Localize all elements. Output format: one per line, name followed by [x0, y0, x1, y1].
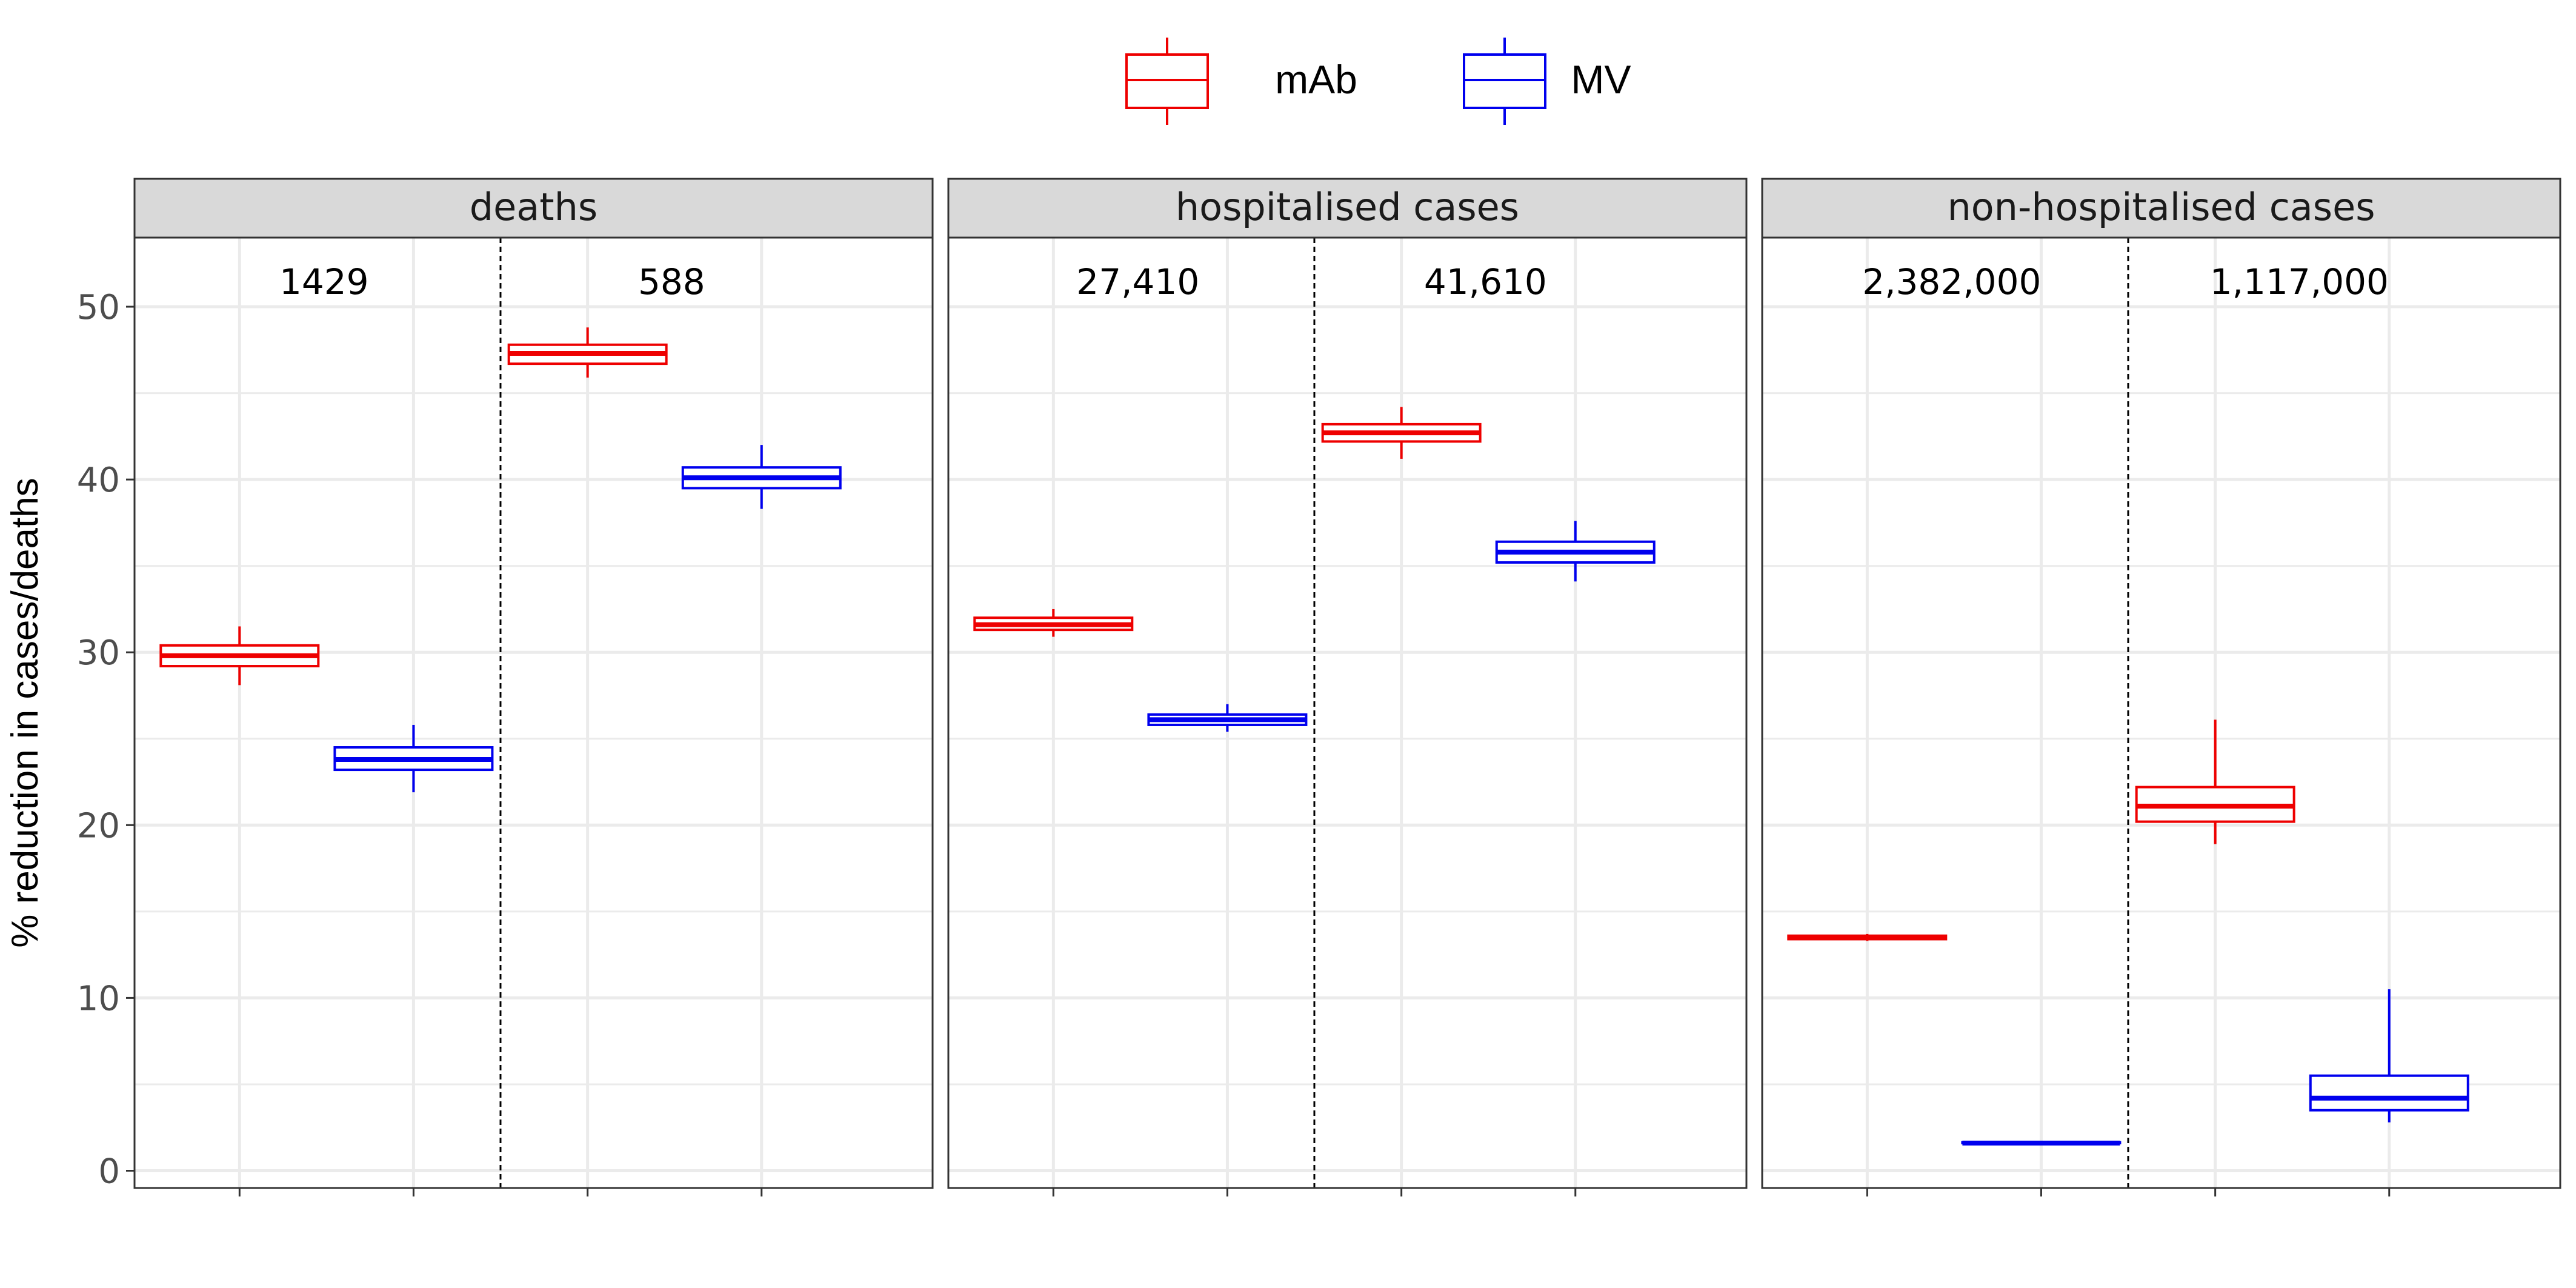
- panel-border: [947, 236, 1748, 1189]
- panel-strip: [1761, 178, 2561, 239]
- group-annotation: 588: [638, 261, 705, 302]
- panel-title: deaths: [470, 185, 597, 229]
- y-tick-label: 0: [98, 1152, 120, 1191]
- group-annotation: 1429: [279, 261, 369, 302]
- box-mab: [1321, 407, 1482, 459]
- panel-border: [133, 236, 934, 1189]
- panel-border: [1761, 236, 2561, 1189]
- box-body: [2309, 1074, 2469, 1112]
- y-tick-label: 30: [77, 633, 120, 673]
- box-mab: [159, 626, 320, 686]
- box-mv: [1495, 521, 1656, 582]
- group-annotation: 2,382,000: [1862, 261, 2041, 302]
- box-mab: [1787, 933, 1948, 941]
- box-mv: [681, 445, 842, 509]
- box-mv: [1147, 704, 1308, 732]
- group-annotation: 41,610: [1424, 261, 1547, 302]
- y-tick-label: 40: [77, 461, 120, 500]
- y-tick-label: 50: [77, 288, 120, 327]
- y-axis-label: % reduction in cases/deaths: [4, 478, 46, 947]
- legend-label: mAb: [1275, 57, 1357, 102]
- group-annotation: 1,117,000: [2210, 261, 2389, 302]
- box-mab: [2135, 719, 2295, 844]
- box-mab: [973, 609, 1134, 637]
- panel-title: hospitalised cases: [1176, 185, 1519, 229]
- box-mv: [1961, 1140, 2122, 1146]
- box-mv: [2309, 989, 2469, 1123]
- legend-item-mv: MV: [1463, 38, 1631, 125]
- legend-item-mab: mAb: [1125, 38, 1357, 125]
- panel-strip: [133, 178, 934, 239]
- panel-title: non-hospitalised cases: [1947, 185, 2375, 229]
- group-annotation: 27,410: [1076, 261, 1199, 302]
- panel-strip: [947, 178, 1748, 239]
- box-mv: [333, 724, 494, 793]
- box-mab: [507, 327, 668, 378]
- y-tick-label: 20: [77, 806, 120, 846]
- y-tick-label: 10: [77, 979, 120, 1018]
- legend-label: MV: [1571, 57, 1631, 102]
- panel-deaths: deaths 1429 588: [133, 178, 934, 1196]
- panel-hospitalised-cases: hospitalised cases 27,410 41,610: [947, 178, 1748, 1196]
- panel-non-hospitalised-cases: non-hospitalised cases 2,382,000 1,117,000: [1761, 178, 2561, 1196]
